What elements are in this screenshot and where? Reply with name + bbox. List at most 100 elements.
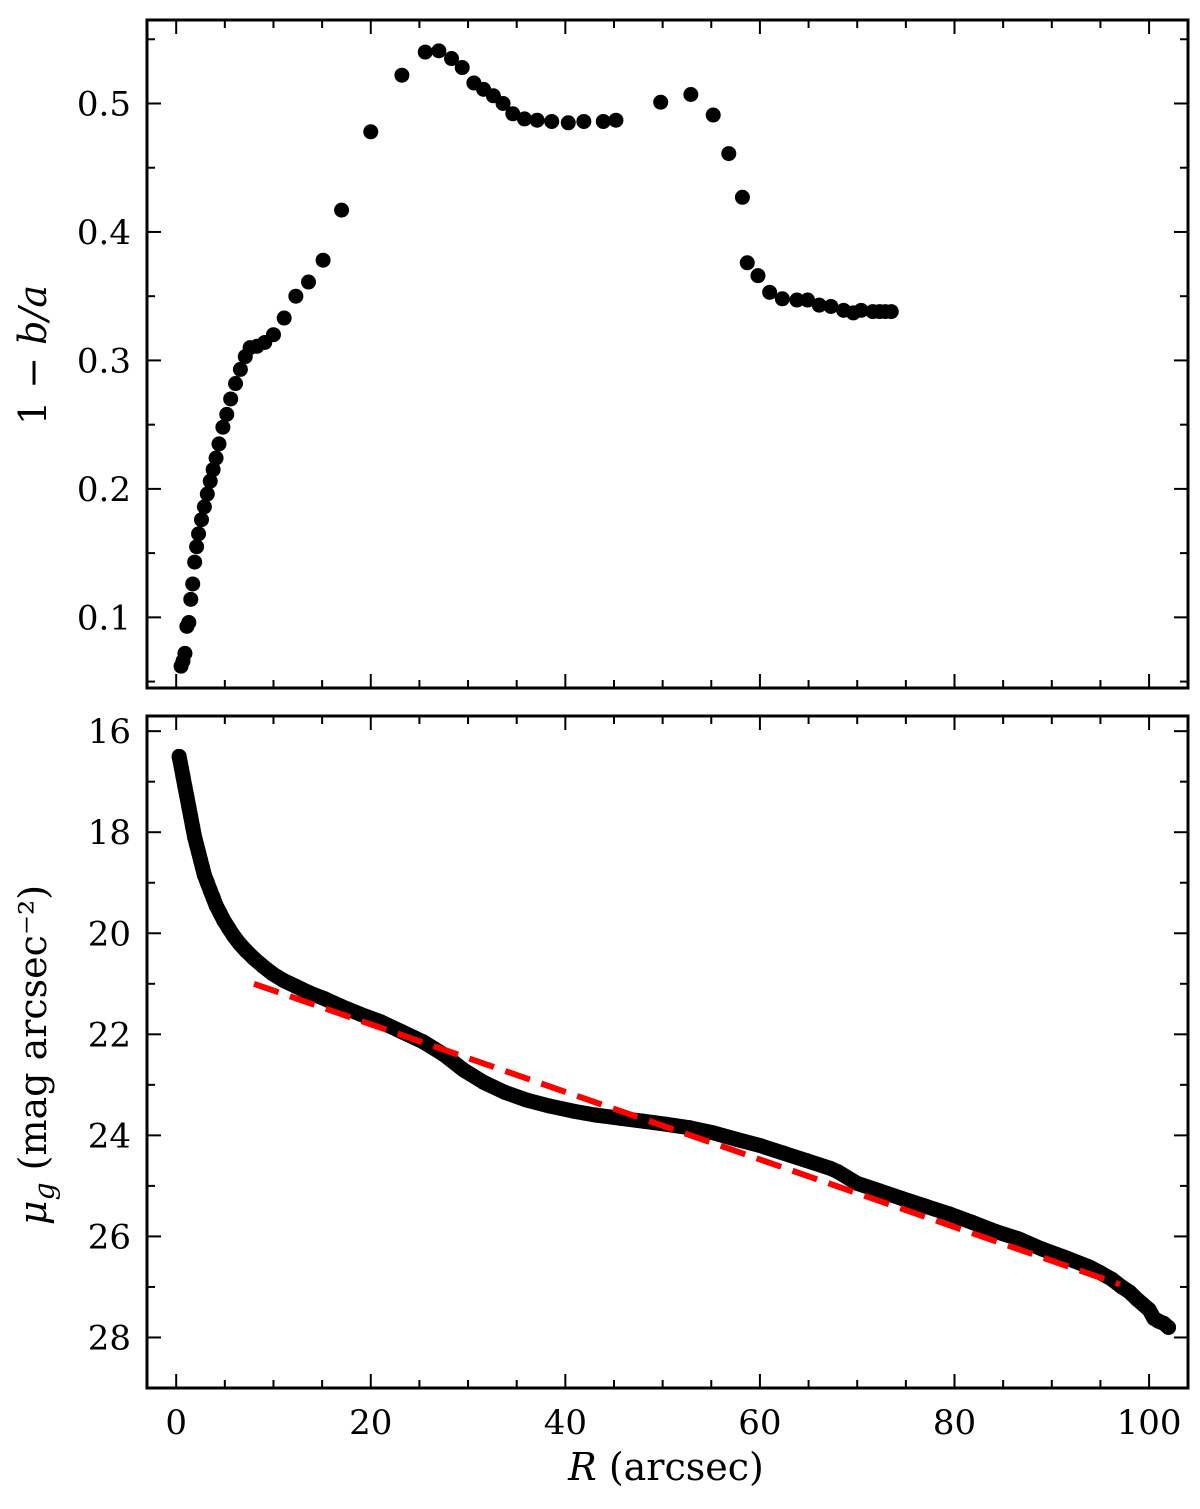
data-point [853,302,869,318]
x-tick-label: 60 [738,1403,781,1443]
data-point [202,473,218,489]
data-point [516,111,532,127]
data-point [301,274,317,290]
data-point [775,1145,791,1161]
data-point [734,189,750,205]
data-point [183,591,199,607]
x-axis-label: R (arcsec) [567,1445,764,1489]
data-point [191,526,207,542]
x-tick-label: 80 [933,1403,976,1443]
data-point [565,1103,581,1119]
data-point [228,376,244,392]
data-point [608,112,624,128]
bottom-axis-ticks: 0 20 40 60 80 100 16 18 20 22 24 26 28 [88,712,1188,1443]
data-point [811,297,827,313]
data-point [729,1131,745,1147]
top-axis-ticks: 0.1 0.2 0.3 0.4 0.5 [77,20,1188,688]
data-point [177,645,193,661]
data-point [334,202,350,218]
data-point [560,115,576,131]
data-point [215,419,231,435]
data-point [454,60,470,76]
data-point [872,1183,888,1199]
y-tick-label: 0.2 [77,470,131,510]
top-data-points [173,43,899,674]
data-point [1161,1319,1177,1335]
x-tick-label: 20 [349,1403,392,1443]
data-point [301,985,317,1001]
data-point [417,44,433,60]
data-point [987,1223,1003,1239]
data-point [185,576,201,592]
data-point [317,991,333,1007]
data-point [219,406,235,422]
data-point [789,292,805,308]
y-tick-label: 0.5 [77,85,131,125]
y-tick-label: 0.1 [77,598,131,638]
data-point [739,255,755,271]
y-tick-label: 0.3 [77,341,131,381]
y-tick-label: 20 [88,914,131,954]
y-tick-label: 18 [88,813,131,853]
data-point [799,1153,815,1169]
data-point [635,1113,651,1129]
data-point [205,462,221,478]
data-point [187,554,203,570]
data-point [223,391,239,407]
data-point [1034,1241,1050,1257]
data-point [431,43,447,59]
data-point [476,1074,492,1090]
data-point [363,124,379,140]
data-point [196,499,212,515]
bottom-y-axis-label: μg (mag arcsec⁻²) [11,885,61,1225]
data-point [576,113,592,129]
data-point [542,1098,558,1114]
data-point [444,51,460,67]
data-point [288,978,304,994]
data-point [752,1137,768,1153]
data-point [265,966,281,982]
data-point [653,94,669,110]
data-point [208,450,224,466]
fit-line [253,980,1121,1288]
data-point [497,1084,513,1100]
data-point [964,1214,980,1230]
data-point [750,268,766,284]
y-tick-label: 0.4 [77,213,131,253]
data-point [917,1198,933,1214]
data-point [705,107,721,123]
bottom-data-points [171,748,1177,1335]
data-point [941,1206,957,1222]
data-point [774,291,790,307]
data-point [181,614,197,630]
y-tick-label: 28 [88,1318,131,1358]
data-point [894,1191,910,1207]
data-point [1011,1231,1027,1247]
data-point [315,252,331,268]
data-point [232,361,248,377]
data-point [193,512,209,528]
data-point [849,1175,865,1191]
data-point [544,113,560,129]
data-point [352,1006,368,1022]
x-tick-label: 40 [544,1403,587,1443]
data-point [683,87,699,103]
data-point [276,310,292,326]
x-tick-label: 100 [1117,1403,1182,1443]
top-plot-frame [145,18,1190,690]
data-point [595,113,611,129]
data-point [505,106,521,122]
data-point [455,1062,471,1078]
data-point [721,146,737,162]
y-tick-label: 22 [88,1015,131,1055]
data-point [265,327,281,343]
y-tick-label: 16 [88,712,131,752]
y-tick-label: 24 [88,1116,131,1156]
bottom-plot-frame [145,714,1190,1390]
bottom-panel-surface-brightness: 0 20 40 60 80 100 16 18 20 22 24 26 28 [88,712,1190,1443]
data-point [199,486,215,502]
data-point [211,436,227,452]
data-point [588,1107,604,1123]
data-point [823,298,839,314]
